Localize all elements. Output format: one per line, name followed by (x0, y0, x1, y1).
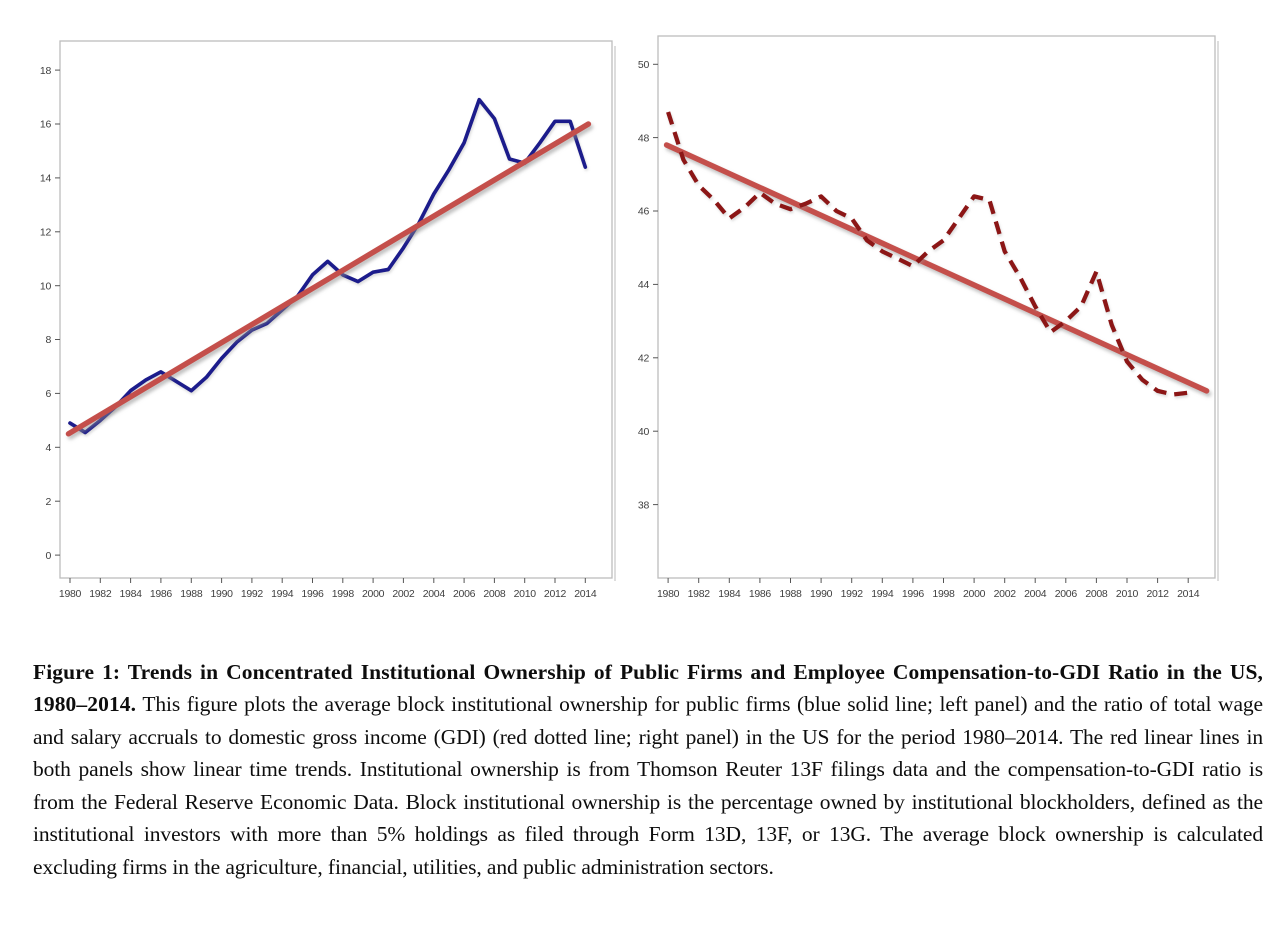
x-tick-label: 1990 (810, 588, 833, 600)
y-axis: 38 40 42 44 46 48 50 (638, 59, 658, 511)
x-tick-label: 2010 (514, 588, 537, 600)
y-tick-label: 38 (638, 499, 650, 511)
x-tick-label: 2008 (483, 588, 506, 600)
x-tick-label: 1992 (241, 588, 264, 600)
x-tick-label: 2014 (574, 588, 597, 600)
x-tick-label: 2010 (1116, 588, 1139, 600)
x-axis: 1980 1982 1984 1986 1988 1990 1992 1994 1996 1998… (657, 578, 1200, 600)
y-tick-label: 50 (638, 59, 650, 71)
y-tick-label: 16 (40, 119, 52, 131)
y-tick-label: 44 (638, 279, 650, 291)
figure-caption: Figure 1: Trends in Concentrated Institu… (33, 656, 1263, 884)
x-tick-label: 2002 (392, 588, 415, 600)
x-tick-label: 1984 (718, 588, 741, 600)
y-axis: 0 2 4 6 8 10 12 14 16 18 (40, 65, 60, 562)
x-tick-label: 1998 (932, 588, 955, 600)
x-tick-label: 1994 (271, 588, 294, 600)
y-tick-label: 40 (638, 426, 650, 438)
x-tick-label: 1988 (779, 588, 802, 600)
y-tick-label: 48 (638, 132, 650, 144)
x-axis: 1980 1982 1984 1986 1988 1990 1992 1994 1996 1998… (59, 578, 597, 600)
y-tick-label: 2 (45, 496, 51, 508)
x-tick-label: 1980 (59, 588, 82, 600)
x-tick-label: 2004 (1024, 588, 1047, 600)
y-tick-label: 0 (45, 550, 51, 562)
ownership-line (68, 97, 588, 435)
x-tick-label: 1982 (89, 588, 112, 600)
trend-line (65, 121, 592, 437)
x-tick-label: 1986 (150, 588, 173, 600)
x-tick-label: 1998 (332, 588, 355, 600)
x-tick-label: 2014 (1177, 588, 1200, 600)
figure-caption-title: Figure 1: Trends in Concentrated Institu… (33, 659, 1263, 717)
x-tick-label: 1980 (657, 588, 680, 600)
plot-frame (59, 40, 613, 579)
trend-line (663, 142, 1210, 394)
y-tick-label: 42 (638, 352, 650, 364)
x-tick-label: 1996 (902, 588, 925, 600)
x-tick-label: 2002 (994, 588, 1017, 600)
y-tick-label: 10 (40, 280, 52, 292)
x-tick-label: 1992 (841, 588, 864, 600)
x-tick-label: 2006 (1055, 588, 1078, 600)
x-tick-label: 1984 (120, 588, 143, 600)
x-tick-label: 1994 (871, 588, 894, 600)
x-tick-label: 2012 (1147, 588, 1170, 600)
x-tick-label: 2000 (963, 588, 986, 600)
x-tick-label: 2006 (453, 588, 476, 600)
y-tick-label: 4 (45, 442, 51, 454)
x-tick-label: 2004 (423, 588, 446, 600)
gdi-ratio-dashed-line (666, 111, 1189, 397)
y-tick-label: 12 (40, 226, 52, 238)
y-tick-label: 18 (40, 65, 52, 77)
x-tick-label: 1996 (301, 588, 324, 600)
x-tick-label: 1982 (688, 588, 711, 600)
x-tick-label: 2000 (362, 588, 385, 600)
x-tick-label: 1986 (749, 588, 772, 600)
y-tick-label: 8 (45, 334, 51, 346)
y-tick-label: 14 (40, 173, 52, 185)
plot-frame (657, 35, 1216, 579)
x-tick-label: 2008 (1085, 588, 1108, 600)
figure-caption-body: This figure plots the average block inst… (33, 692, 1263, 879)
y-tick-label: 6 (45, 388, 51, 400)
x-tick-label: 2012 (544, 588, 567, 600)
x-tick-label: 1988 (180, 588, 203, 600)
y-tick-label: 46 (638, 206, 650, 218)
x-tick-label: 1990 (211, 588, 234, 600)
